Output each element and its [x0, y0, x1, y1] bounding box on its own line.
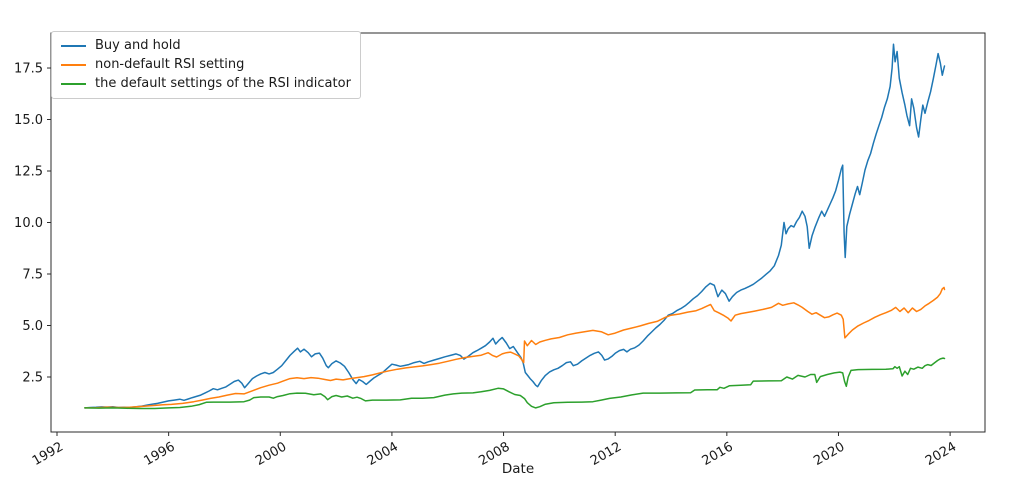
- legend-item-default-rsi: the default settings of the RSI indicato…: [59, 75, 351, 92]
- legend-line-swatch-blue-icon: [61, 44, 86, 47]
- y-tick-label: 17.5: [14, 62, 43, 77]
- legend: Buy and hold non-default RSI setting the…: [51, 31, 361, 99]
- plot-frame: [50, 32, 986, 433]
- x-axis-label: Date: [501, 461, 535, 477]
- series-line-buy-and-hold: [84, 43, 946, 409]
- legend-label: non-default RSI setting: [95, 57, 245, 72]
- series-line-the-default-settings-of-the-rsi-indicator: [84, 357, 946, 410]
- y-tick-label: 5.0: [22, 319, 43, 334]
- legend-line-swatch-green-icon: [61, 82, 86, 85]
- legend-label: Buy and hold: [95, 38, 181, 53]
- y-tick-label: 2.5: [22, 371, 43, 386]
- legend-line-swatch-orange-icon: [61, 63, 86, 66]
- y-tick-label: 10.0: [14, 216, 43, 231]
- legend-label: the default settings of the RSI indicato…: [95, 76, 351, 91]
- y-tick-label: 15.0: [14, 113, 43, 128]
- y-tick-label: 12.5: [14, 165, 43, 180]
- series-line-non-default-rsi-setting: [84, 286, 946, 409]
- y-tick-label: 7.5: [22, 268, 43, 283]
- legend-item-buy-and-hold: Buy and hold: [59, 37, 351, 54]
- legend-item-non-default-rsi: non-default RSI setting: [59, 56, 351, 73]
